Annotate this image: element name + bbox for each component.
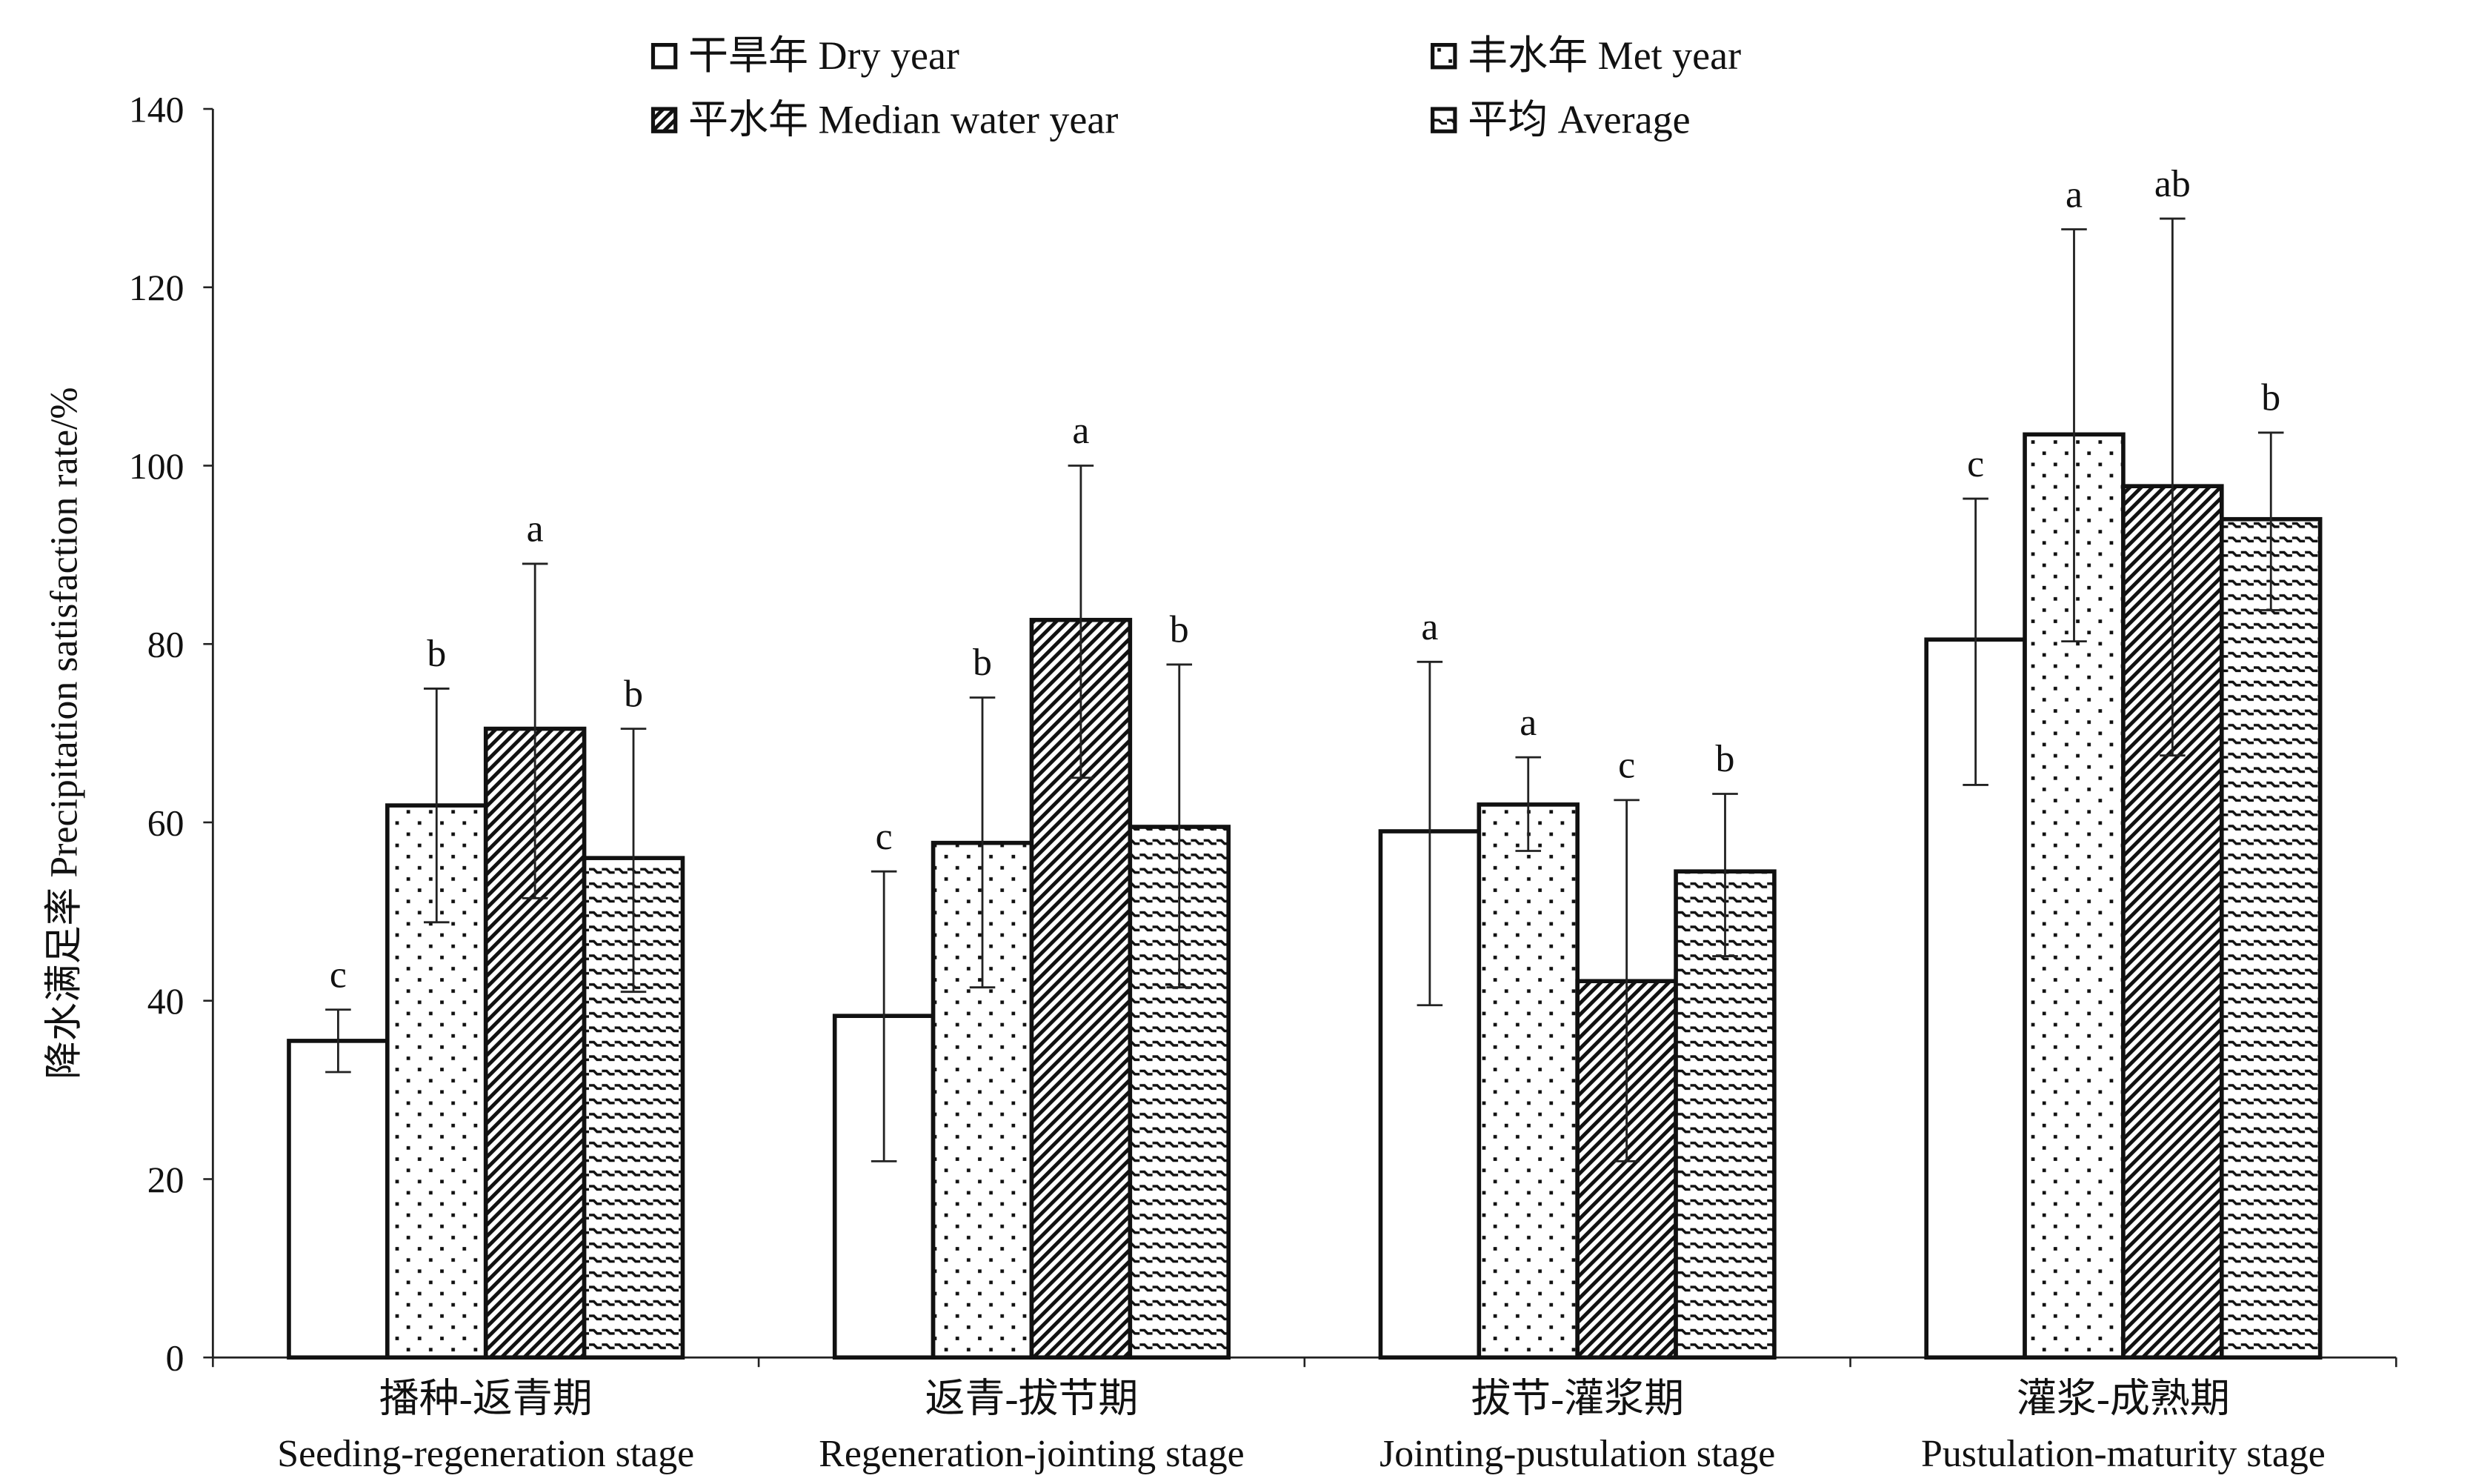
significance-letter: c bbox=[876, 816, 893, 858]
significance-letter: a bbox=[527, 508, 544, 550]
significance-letter: a bbox=[1421, 606, 1438, 648]
bar bbox=[1477, 802, 1580, 1360]
x-tick-label-cn: 返青-拔节期 bbox=[925, 1377, 1138, 1421]
y-axis-label: 降水满足率 Precipitation satisfaction rate/% bbox=[44, 387, 86, 1079]
x-tick-label-en: Jointing-pustulation stage bbox=[1379, 1433, 1775, 1475]
significance-letter: a bbox=[1520, 702, 1537, 744]
significance-letter: b bbox=[1716, 738, 1735, 780]
y-tick-label: 40 bbox=[147, 981, 184, 1022]
legend-swatch bbox=[650, 107, 678, 133]
y-tick-label: 80 bbox=[147, 625, 184, 665]
bar bbox=[287, 1039, 390, 1360]
significance-letter: b bbox=[624, 673, 643, 715]
x-tick-label-cn: 灌浆-成熟期 bbox=[2017, 1377, 2230, 1421]
x-tick-label-en: Pustulation-maturity stage bbox=[1921, 1433, 2326, 1475]
significance-letter: b bbox=[427, 633, 446, 675]
significance-letter: a bbox=[2066, 173, 2083, 216]
legend-swatch bbox=[1431, 107, 1457, 133]
y-tick-label: 120 bbox=[129, 267, 184, 308]
bar bbox=[2219, 516, 2323, 1360]
y-tick-label: 100 bbox=[129, 446, 184, 487]
legend-label: 干旱年 Dry year bbox=[688, 33, 959, 78]
y-tick-label: 0 bbox=[166, 1338, 184, 1379]
legend: 干旱年 Dry year 丰水年 Met year 平水年 Median water… bbox=[650, 33, 1741, 142]
significance-letter: c bbox=[330, 954, 347, 996]
x-tick-label-en: Regeneration-jointing stage bbox=[819, 1433, 1244, 1475]
significance-letter: c bbox=[1618, 745, 1635, 787]
x-tick-label-en: Seeding-regeneration stage bbox=[277, 1433, 694, 1475]
significance-letter: b bbox=[2261, 377, 2280, 419]
axes: 0 20 40 60 80 100 120 140 播种-返青期 Seeding-regenera… bbox=[129, 89, 2397, 1475]
significance-letter: a bbox=[1072, 410, 1089, 452]
y-tick-label: 140 bbox=[129, 89, 184, 130]
x-tick-label-cn: 拔节-灌浆期 bbox=[1471, 1377, 1684, 1421]
bars: c c a c b b a a a a c ab b b b b bbox=[287, 163, 2323, 1360]
significance-letter: ab bbox=[2154, 163, 2191, 205]
x-tick-label-cn: 播种-返青期 bbox=[379, 1377, 593, 1421]
legend-swatch bbox=[650, 43, 678, 70]
significance-letter: b bbox=[973, 642, 992, 684]
legend-label: 丰水年 Met year bbox=[1468, 33, 1741, 78]
y-tick-label: 20 bbox=[147, 1159, 184, 1200]
significance-letter: c bbox=[1967, 443, 1984, 485]
legend-swatch bbox=[1431, 43, 1457, 70]
legend-label: 平水年 Median water year bbox=[688, 97, 1118, 142]
y-tick-label: 60 bbox=[147, 802, 184, 843]
significance-letter: b bbox=[1170, 609, 1189, 651]
legend-label: 平均 Average bbox=[1468, 97, 1690, 142]
